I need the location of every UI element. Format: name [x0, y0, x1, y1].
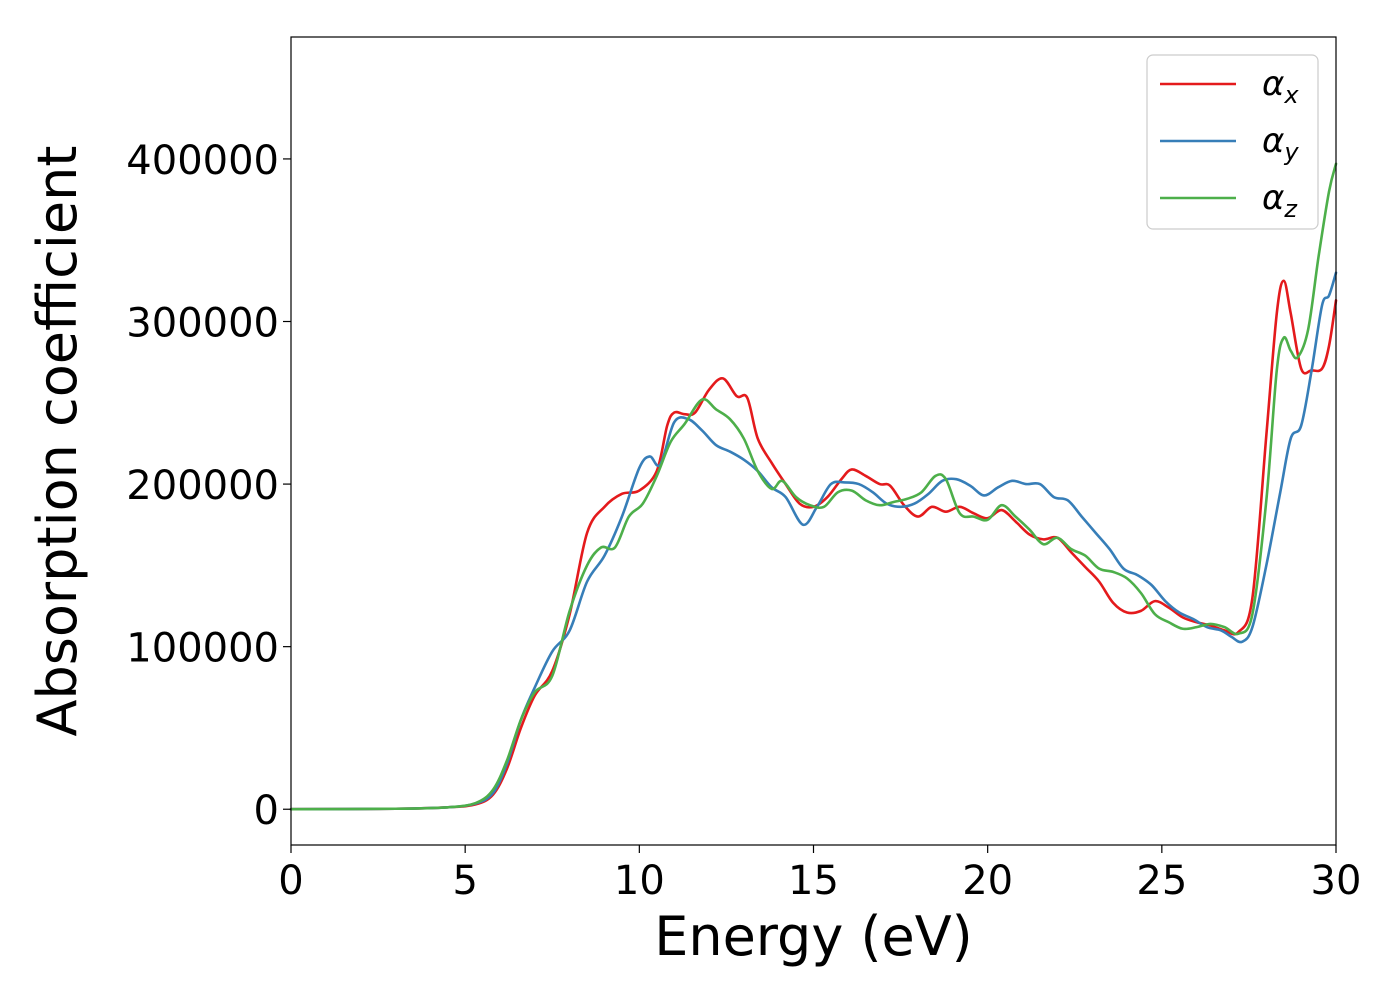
y-tick-label: 0 [254, 788, 279, 834]
x-tick-label: 0 [278, 858, 303, 904]
x-tick-label: 25 [1136, 858, 1187, 904]
legend: αx αy αz [1146, 54, 1319, 230]
series-group [289, 162, 1338, 811]
y-axis: 0 100000 200000 300000 400000 [126, 138, 291, 834]
y-tick-label: 100000 [126, 626, 279, 672]
x-axis-title: Energy (eV) [654, 905, 973, 968]
legend-label-alpha-y: αy [1262, 121, 1299, 166]
y-tick-label: 200000 [126, 463, 279, 509]
x-tick-label: 15 [788, 858, 839, 904]
series-line-alpha-y [289, 271, 1338, 811]
x-axis: 0 5 10 15 20 25 30 [278, 845, 1361, 904]
y-tick-label: 400000 [126, 138, 279, 184]
y-tick-label: 300000 [126, 301, 279, 347]
legend-label-alpha-x: αx [1262, 64, 1299, 109]
series-line-alpha-z [289, 162, 1338, 811]
x-tick-label: 5 [452, 858, 477, 904]
legend-label-alpha-z: αz [1262, 178, 1298, 223]
x-tick-label: 20 [962, 858, 1013, 904]
x-tick-label: 10 [614, 858, 665, 904]
y-axis-title: Absorption coefficient [26, 146, 89, 737]
x-tick-label: 30 [1311, 858, 1362, 904]
